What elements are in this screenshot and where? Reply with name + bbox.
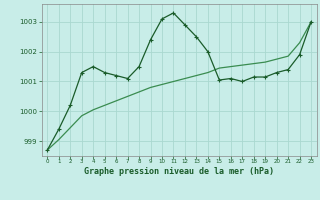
X-axis label: Graphe pression niveau de la mer (hPa): Graphe pression niveau de la mer (hPa) [84, 167, 274, 176]
